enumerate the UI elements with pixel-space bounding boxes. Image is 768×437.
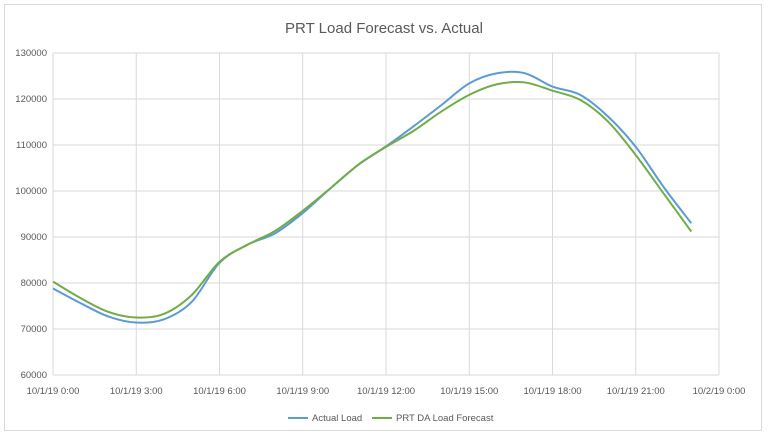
series-line-forecast (52, 80, 693, 319)
y-tick-label: 100000 (15, 186, 47, 197)
y-tick-label: 60000 (21, 370, 47, 381)
x-tick-label: 10/1/19 15:00 (440, 386, 498, 397)
x-tick-label: 10/1/19 12:00 (357, 386, 415, 397)
x-tick-label: 10/2/19 0:00 (693, 386, 746, 397)
y-tick-label: 110000 (16, 140, 47, 151)
x-tick-label: 10/1/19 21:00 (607, 386, 665, 397)
chart-title: PRT Load Forecast vs. Actual (285, 20, 483, 37)
legend-label: PRT DA Load Forecast (396, 413, 494, 424)
y-tick-label: 130000 (15, 48, 47, 59)
x-tick-label: 10/1/19 6:00 (193, 386, 246, 397)
y-tick-label: 90000 (21, 232, 47, 243)
y-tick-label: 120000 (15, 94, 47, 105)
legend-label: Actual Load (312, 413, 362, 424)
y-tick-label: 70000 (21, 324, 47, 335)
y-tick-label: 80000 (21, 278, 47, 289)
x-tick-label: 10/1/19 3:00 (110, 386, 163, 397)
x-tick-label: 10/1/19 0:00 (27, 386, 80, 397)
x-tick-label: 10/1/19 18:00 (523, 386, 581, 397)
chart-frame (4, 4, 762, 431)
x-tick-label: 10/1/19 9:00 (276, 386, 329, 397)
